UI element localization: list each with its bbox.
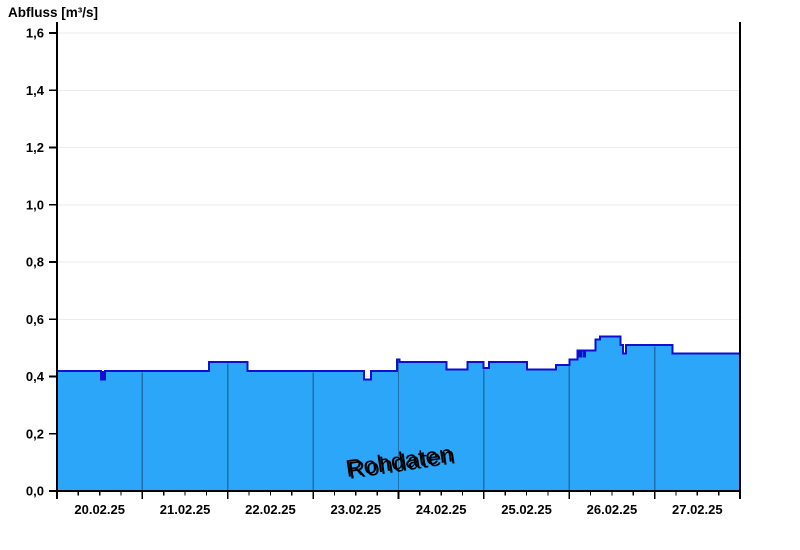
y-tick-label: 1,0 xyxy=(26,197,44,212)
x-tick-label: 23.02.25 xyxy=(331,502,382,517)
x-tick-label: 24.02.25 xyxy=(416,502,467,517)
x-tick-label: 22.02.25 xyxy=(245,502,296,517)
series-outline xyxy=(57,335,740,381)
y-tick-label: 0,4 xyxy=(26,369,45,384)
y-tick-label: 0,6 xyxy=(26,312,44,327)
x-tick-label: 25.02.25 xyxy=(501,502,552,517)
y-tick-label: 1,6 xyxy=(26,26,44,41)
y-tick-label: 0,8 xyxy=(26,255,44,270)
chart-title: Abfluss [m³/s] xyxy=(8,5,99,20)
y-tick-label: 0,0 xyxy=(26,484,44,499)
y-tick-label: 1,4 xyxy=(26,83,45,98)
x-tick-label: 26.02.25 xyxy=(587,502,638,517)
y-tick-label: 1,2 xyxy=(26,140,44,155)
y-tick-label: 0,2 xyxy=(26,426,44,441)
x-tick-label: 20.02.25 xyxy=(74,502,125,517)
x-tick-label: 21.02.25 xyxy=(160,502,211,517)
x-tick-label: 27.02.25 xyxy=(672,502,723,517)
